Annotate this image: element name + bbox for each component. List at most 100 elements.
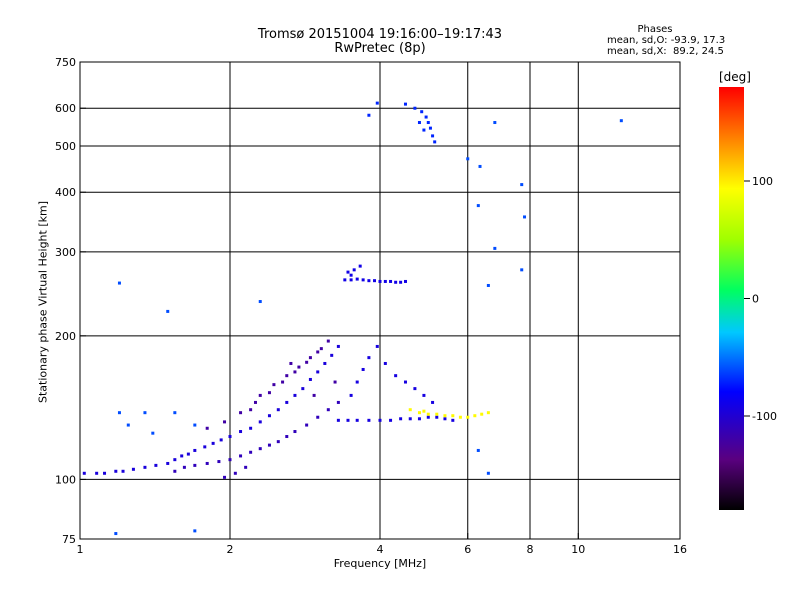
y-axis-ticks: 75 100 200 300 400 500 600 750	[55, 56, 86, 546]
phases-x-stats: mean, sd,X: 89.2, 24.5	[607, 46, 724, 57]
series-5	[343, 264, 407, 284]
data-point	[349, 393, 353, 397]
data-point	[443, 414, 447, 418]
data-point	[378, 279, 382, 283]
data-point	[305, 423, 309, 427]
data-point	[293, 430, 297, 434]
colorbar-tick-label: -100	[752, 410, 777, 423]
data-point	[114, 469, 118, 473]
data-point	[289, 361, 293, 365]
data-point	[431, 134, 435, 138]
data-point	[193, 463, 197, 467]
data-point	[358, 264, 362, 268]
data-point	[435, 412, 439, 416]
data-point	[426, 415, 430, 419]
data-point	[219, 438, 223, 442]
data-point	[281, 380, 285, 384]
data-point	[203, 445, 207, 449]
y-tick-label: 750	[55, 56, 76, 69]
series-0	[82, 344, 340, 475]
data-point	[349, 273, 353, 277]
data-point	[343, 278, 347, 282]
data-point	[619, 119, 623, 123]
data-point	[428, 126, 432, 130]
data-point	[143, 411, 147, 415]
data-point	[154, 463, 158, 467]
data-point	[394, 280, 398, 284]
data-point	[375, 344, 379, 348]
chart-title-line-2: RwPretec (8p)	[334, 41, 426, 56]
series-1	[173, 400, 340, 479]
data-point	[233, 471, 237, 475]
data-point	[336, 344, 340, 348]
grid-lines	[80, 62, 680, 539]
data-point	[367, 356, 371, 360]
data-point	[361, 278, 365, 282]
data-point	[458, 415, 462, 419]
data-point	[422, 409, 426, 413]
data-point	[520, 183, 524, 187]
data-point	[493, 121, 497, 125]
data-point	[305, 360, 309, 364]
data-point	[451, 414, 455, 418]
x-tick-label: 10	[571, 543, 585, 556]
data-point	[173, 458, 177, 462]
data-point	[186, 452, 190, 456]
data-point	[285, 374, 289, 378]
data-point	[361, 367, 365, 371]
data-point	[166, 309, 170, 313]
data-point	[267, 414, 271, 418]
data-point	[422, 393, 426, 397]
data-point	[352, 268, 356, 272]
phases-o-stats: mean, sd,O: -93.9, 17.3	[607, 35, 726, 46]
data-point	[476, 448, 480, 452]
y-tick-label: 400	[55, 186, 76, 199]
y-tick-label: 100	[55, 473, 76, 486]
data-point	[466, 157, 470, 161]
data-point	[486, 411, 490, 415]
colorbar-tick-label: 0	[752, 293, 759, 306]
data-point	[244, 465, 248, 469]
chart-title-line-1: Tromsø 20151004 19:16:00–19:17:43	[257, 27, 503, 42]
x-tick-label: 16	[673, 543, 687, 556]
data-point	[151, 431, 155, 435]
data-point	[330, 353, 334, 357]
data-point	[82, 471, 86, 475]
colorbar	[719, 87, 744, 510]
data-point	[367, 113, 371, 117]
data-point	[486, 283, 490, 287]
data-point	[403, 380, 407, 384]
data-point	[258, 393, 262, 397]
series-3	[336, 344, 455, 422]
data-point	[493, 246, 497, 250]
data-point	[312, 393, 316, 397]
data-point	[316, 370, 320, 374]
data-point	[333, 380, 337, 384]
y-tick-label: 300	[55, 246, 76, 259]
data-point	[258, 300, 262, 304]
y-tick-label: 200	[55, 330, 76, 343]
data-point	[383, 279, 387, 283]
data-point	[480, 412, 484, 416]
data-point	[426, 121, 430, 125]
data-point	[420, 110, 424, 114]
data-point	[394, 374, 398, 378]
data-point	[417, 411, 421, 415]
data-point	[276, 408, 280, 412]
data-point	[355, 277, 359, 281]
data-point	[117, 281, 121, 285]
data-point	[121, 469, 125, 473]
data-point	[323, 361, 327, 365]
data-point	[431, 400, 435, 404]
data-point	[180, 454, 184, 458]
data-point	[336, 400, 340, 404]
series-6	[367, 101, 437, 144]
data-point	[373, 279, 377, 283]
data-point	[336, 418, 340, 422]
data-point	[473, 414, 477, 418]
data-point	[346, 418, 350, 422]
data-point	[435, 415, 439, 419]
data-point	[349, 278, 353, 282]
data-point	[95, 471, 99, 475]
